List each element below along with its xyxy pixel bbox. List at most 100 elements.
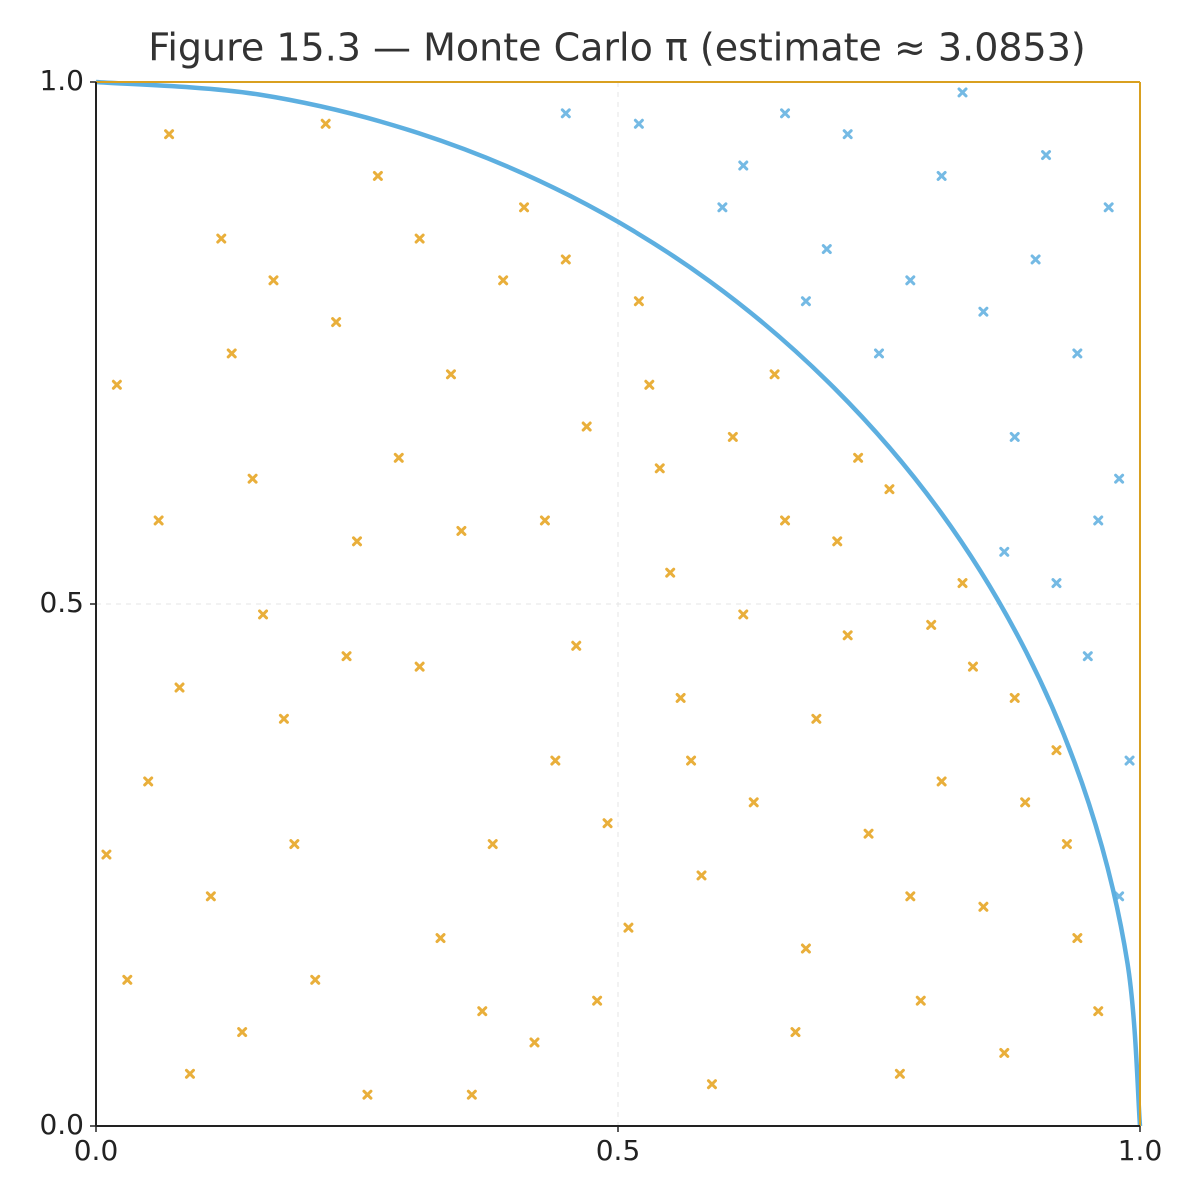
marker bbox=[1041, 150, 1052, 161]
marker bbox=[842, 630, 853, 641]
marker bbox=[800, 943, 811, 954]
marker bbox=[153, 515, 164, 526]
marker bbox=[717, 202, 728, 213]
marker bbox=[164, 129, 175, 140]
marker bbox=[477, 1006, 488, 1017]
x-tick-label: 1.0 bbox=[1118, 1134, 1163, 1167]
x-tick-label: 0.0 bbox=[74, 1134, 119, 1167]
marker bbox=[769, 369, 780, 380]
marker bbox=[811, 713, 822, 724]
marker bbox=[1082, 651, 1093, 662]
marker bbox=[1093, 1006, 1104, 1017]
marker bbox=[633, 296, 644, 307]
marker bbox=[936, 776, 947, 787]
marker bbox=[926, 619, 937, 630]
marker bbox=[529, 1037, 540, 1048]
marker bbox=[310, 974, 321, 985]
marker bbox=[842, 129, 853, 140]
marker bbox=[978, 306, 989, 317]
marker bbox=[1009, 431, 1020, 442]
chart-title: Figure 15.3 — Monte Carlo π (estimate ≈ … bbox=[148, 26, 1085, 70]
marker bbox=[247, 473, 258, 484]
marker bbox=[1114, 473, 1125, 484]
marker bbox=[727, 431, 738, 442]
marker bbox=[675, 692, 686, 703]
marker bbox=[581, 421, 592, 432]
marker bbox=[320, 118, 331, 129]
marker bbox=[331, 317, 342, 328]
marker bbox=[414, 233, 425, 244]
marker bbox=[821, 244, 832, 255]
marker bbox=[1103, 202, 1114, 213]
y-tick-label: 0.0 bbox=[39, 1108, 84, 1141]
marker bbox=[1061, 839, 1072, 850]
marker bbox=[393, 452, 404, 463]
marker bbox=[550, 755, 561, 766]
marker bbox=[853, 452, 864, 463]
marker bbox=[1072, 933, 1083, 944]
marker bbox=[456, 525, 467, 536]
marker bbox=[863, 828, 874, 839]
marker bbox=[633, 118, 644, 129]
marker bbox=[790, 1027, 801, 1038]
marker bbox=[122, 974, 133, 985]
marker bbox=[466, 1089, 477, 1100]
marker bbox=[874, 348, 884, 359]
marker bbox=[915, 995, 926, 1006]
marker bbox=[1051, 745, 1062, 756]
marker bbox=[832, 536, 843, 547]
marker bbox=[111, 379, 122, 390]
x-tick-label: 0.5 bbox=[596, 1134, 641, 1167]
marker bbox=[372, 170, 383, 181]
marker bbox=[696, 870, 707, 881]
marker bbox=[957, 87, 968, 98]
marker bbox=[602, 818, 613, 829]
marker bbox=[560, 108, 571, 119]
marker bbox=[289, 839, 300, 850]
marker bbox=[905, 891, 916, 902]
marker bbox=[571, 640, 582, 651]
marker bbox=[341, 651, 352, 662]
marker bbox=[957, 578, 968, 589]
marker bbox=[738, 160, 749, 171]
marker bbox=[706, 1079, 717, 1090]
marker bbox=[780, 515, 791, 526]
marker bbox=[644, 379, 655, 390]
marker bbox=[800, 296, 811, 307]
marker bbox=[780, 108, 791, 119]
marker bbox=[539, 515, 550, 526]
marker bbox=[894, 1068, 905, 1079]
marker bbox=[1009, 692, 1020, 703]
marker bbox=[143, 776, 154, 787]
marker bbox=[498, 275, 509, 286]
marker bbox=[686, 755, 697, 766]
marker bbox=[445, 369, 456, 380]
marker bbox=[623, 922, 634, 933]
marker bbox=[884, 484, 895, 495]
marker bbox=[352, 536, 362, 547]
marker bbox=[654, 463, 665, 474]
marker bbox=[1093, 515, 1104, 526]
y-tick-label: 0.5 bbox=[39, 586, 84, 619]
marker bbox=[487, 839, 498, 850]
marker bbox=[1030, 254, 1041, 265]
marker bbox=[184, 1068, 195, 1079]
marker bbox=[268, 275, 279, 286]
marker bbox=[258, 609, 269, 620]
marker bbox=[435, 933, 446, 944]
marker bbox=[905, 275, 916, 286]
marker bbox=[1051, 578, 1062, 589]
marker bbox=[560, 254, 571, 265]
y-tick-label: 1.0 bbox=[39, 64, 84, 97]
marker bbox=[226, 348, 237, 359]
marker bbox=[999, 546, 1010, 557]
marker bbox=[414, 661, 425, 672]
marker bbox=[1124, 755, 1135, 766]
marker bbox=[174, 682, 185, 693]
marker bbox=[999, 1047, 1010, 1058]
marker bbox=[665, 567, 676, 578]
marker bbox=[936, 170, 947, 181]
marker bbox=[978, 901, 989, 912]
marker bbox=[205, 891, 216, 902]
